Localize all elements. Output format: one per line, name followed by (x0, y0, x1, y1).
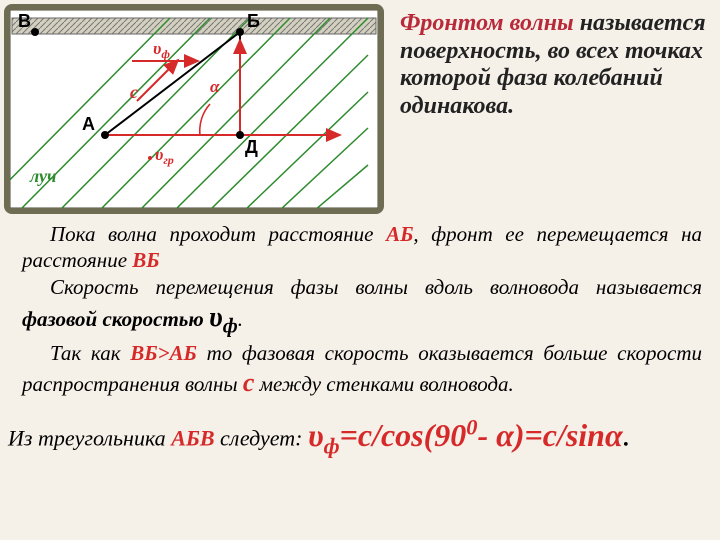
term-ab: АБ (386, 222, 413, 246)
svg-text:с: с (130, 82, 138, 102)
phase-speed-term: фазовой скоростью (22, 307, 209, 331)
formula-row: Из треугольника АБВ следует: υф=c/cos(90… (0, 404, 720, 463)
term-vb: ВБ (132, 248, 159, 272)
svg-text:В: В (18, 11, 31, 31)
paragraph-1: Пока волна проходит расстояние АБ, фронт… (22, 222, 702, 273)
speed-c: с (243, 368, 255, 397)
paragraph-2: Скорость перемещения фазы волны вдоль во… (22, 275, 702, 339)
definition-title: Фронтом волны (400, 10, 574, 36)
wave-diagram-container: А Б В Д υф с α υгр луч (4, 4, 384, 214)
svg-text:α: α (210, 77, 220, 96)
triangle-abv: АБВ (171, 426, 214, 451)
inequality: ВБ>АБ (130, 341, 197, 365)
wave-front-definition: Фронтом волны называется поверхность, во… (384, 4, 712, 126)
svg-text:А: А (82, 114, 95, 134)
svg-text:луч: луч (29, 166, 56, 186)
body-text: Пока волна проходит расстояние АБ, фронт… (0, 214, 720, 404)
paragraph-3: Так как ВБ>АБ то фазовая скорость оказыв… (22, 341, 702, 398)
wave-diagram: А Б В Д υф с α υгр луч (10, 10, 378, 208)
phase-speed-symbol: υф (209, 302, 238, 333)
formula-expr: υф=c/cos(900- α)=c/sinα (308, 417, 623, 453)
svg-text:Б: Б (247, 11, 260, 31)
svg-text:Д: Д (245, 137, 258, 157)
